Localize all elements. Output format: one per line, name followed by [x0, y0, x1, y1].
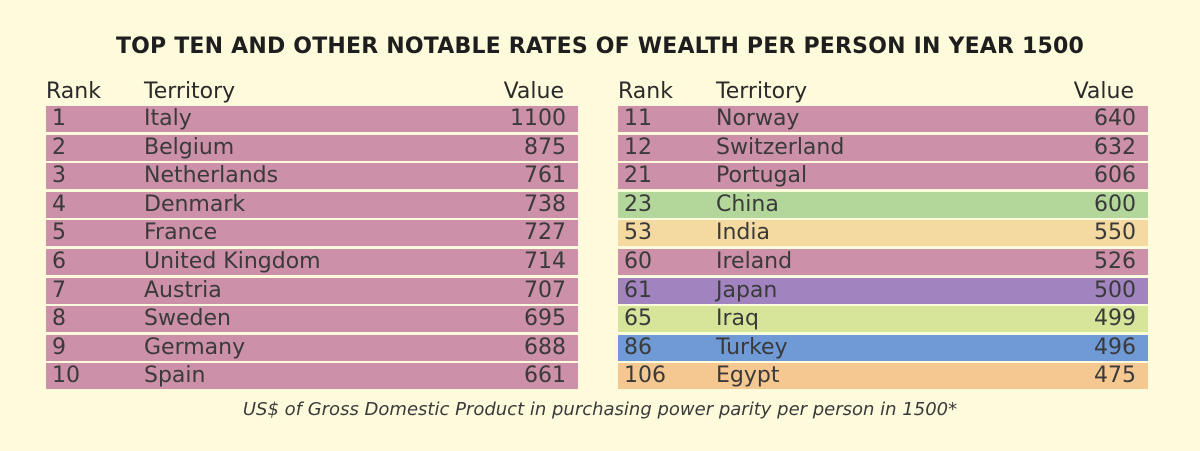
territory-cell: Norway: [716, 106, 800, 131]
table-row: 21 Portugal 606: [618, 163, 1148, 190]
territory-cell: Egypt: [716, 363, 780, 389]
rank-cell: 53: [624, 220, 652, 246]
territory-cell: Germany: [144, 334, 246, 360]
rank-cell: 5: [52, 220, 66, 246]
rank-cell: 7: [52, 277, 66, 303]
rank-cell: 2: [52, 134, 66, 160]
rank-cell: 9: [52, 334, 66, 360]
left-table-body: 1 Italy 1100 2 Belgium 875 3 Netherlands 761 4 Den…: [46, 106, 578, 390]
left-table-header: Rank Territory Value: [46, 78, 578, 106]
table-row: 23 China 600: [618, 191, 1148, 218]
value-cell: 714: [524, 248, 566, 274]
territory-cell: France: [144, 220, 218, 246]
territory-cell: Portugal: [716, 163, 808, 189]
value-cell: 499: [1094, 306, 1136, 332]
table-row: 1 Italy 1100: [46, 106, 578, 132]
table-row: 86 Turkey 496: [618, 334, 1148, 361]
value-cell: 707: [524, 277, 566, 303]
territory-cell: Italy: [144, 106, 192, 131]
territory-cell: Spain: [144, 363, 206, 389]
value-cell: 738: [524, 191, 566, 217]
footnote: US$ of Gross Domestic Product in purchas…: [242, 399, 958, 420]
table-row: 9 Germany 688: [46, 334, 578, 361]
territory-cell: Ireland: [716, 248, 793, 274]
value-cell: 526: [1094, 248, 1136, 274]
rank-cell: 11: [624, 106, 652, 131]
left-table: Rank Territory Value 1 Italy 1100 2 Belgium 8…: [46, 78, 578, 392]
table-row: 4 Denmark 738: [46, 191, 578, 218]
rank-cell: 106: [624, 363, 666, 389]
rank-cell: 10: [52, 363, 80, 389]
value-cell: 600: [1094, 191, 1136, 217]
value-cell: 632: [1094, 134, 1136, 160]
territory-cell: Turkey: [716, 334, 788, 360]
value-cell: 727: [524, 220, 566, 246]
territory-cell: Austria: [144, 277, 222, 303]
header-rank: Rank: [618, 79, 673, 104]
rank-cell: 61: [624, 277, 652, 303]
table-row: 12 Switzerland 632: [618, 134, 1148, 161]
table-row: 11 Norway 640: [618, 106, 1148, 132]
territory-cell: Denmark: [144, 191, 246, 217]
value-cell: 500: [1094, 277, 1136, 303]
value-cell: 550: [1094, 220, 1136, 246]
territory-cell: Iraq: [716, 306, 759, 332]
table-row: 61 Japan 500: [618, 277, 1148, 304]
value-cell: 640: [1094, 106, 1136, 131]
table-row: 7 Austria 707: [46, 277, 578, 304]
territory-cell: India: [716, 220, 770, 246]
table-row: 106 Egypt 475: [618, 363, 1148, 390]
territory-cell: Switzerland: [716, 134, 845, 160]
rank-cell: 1: [52, 106, 66, 131]
rank-cell: 86: [624, 334, 652, 360]
value-cell: 496: [1094, 334, 1136, 360]
value-cell: 875: [524, 134, 566, 160]
territory-cell: Japan: [716, 277, 778, 303]
rank-cell: 8: [52, 306, 66, 332]
table-row: 2 Belgium 875: [46, 134, 578, 161]
rank-cell: 4: [52, 191, 66, 217]
value-cell: 1100: [510, 106, 566, 131]
right-table-header: Rank Territory Value: [618, 78, 1148, 106]
value-cell: 606: [1094, 163, 1136, 189]
table-row: 6 United Kingdom 714: [46, 248, 578, 275]
territory-cell: Sweden: [144, 306, 231, 332]
rank-cell: 3: [52, 163, 66, 189]
rank-cell: 60: [624, 248, 652, 274]
value-cell: 761: [524, 163, 566, 189]
table-row: 8 Sweden 695: [46, 306, 578, 333]
right-table: Rank Territory Value 11 Norway 640 12 Switze…: [618, 78, 1148, 392]
territory-cell: Belgium: [144, 134, 235, 160]
rank-cell: 6: [52, 248, 66, 274]
territory-cell: United Kingdom: [144, 248, 321, 274]
header-territory: Territory: [716, 79, 808, 104]
chart-title: TOP TEN AND OTHER NOTABLE RATES OF WEALT…: [115, 34, 1085, 59]
table-row: 3 Netherlands 761: [46, 163, 578, 190]
rank-cell: 12: [624, 134, 652, 160]
territory-cell: Netherlands: [144, 163, 279, 189]
value-cell: 475: [1094, 363, 1136, 389]
value-cell: 688: [524, 334, 566, 360]
table-row: 10 Spain 661: [46, 363, 578, 390]
table-row: 5 France 727: [46, 220, 578, 247]
rank-cell: 21: [624, 163, 652, 189]
header-value: Value: [503, 79, 564, 104]
header-territory: Territory: [144, 79, 236, 104]
value-cell: 695: [524, 306, 566, 332]
table-row: 53 India 550: [618, 220, 1148, 247]
rank-cell: 23: [624, 191, 652, 217]
right-table-body: 11 Norway 640 12 Switzerland 632 21 Portugal 606…: [618, 106, 1148, 390]
header-value: Value: [1073, 79, 1134, 104]
header-rank: Rank: [46, 79, 101, 104]
rank-cell: 65: [624, 306, 652, 332]
table-row: 60 Ireland 526: [618, 248, 1148, 275]
table-row: 65 Iraq 499: [618, 306, 1148, 333]
territory-cell: China: [716, 191, 779, 217]
value-cell: 661: [524, 363, 566, 389]
